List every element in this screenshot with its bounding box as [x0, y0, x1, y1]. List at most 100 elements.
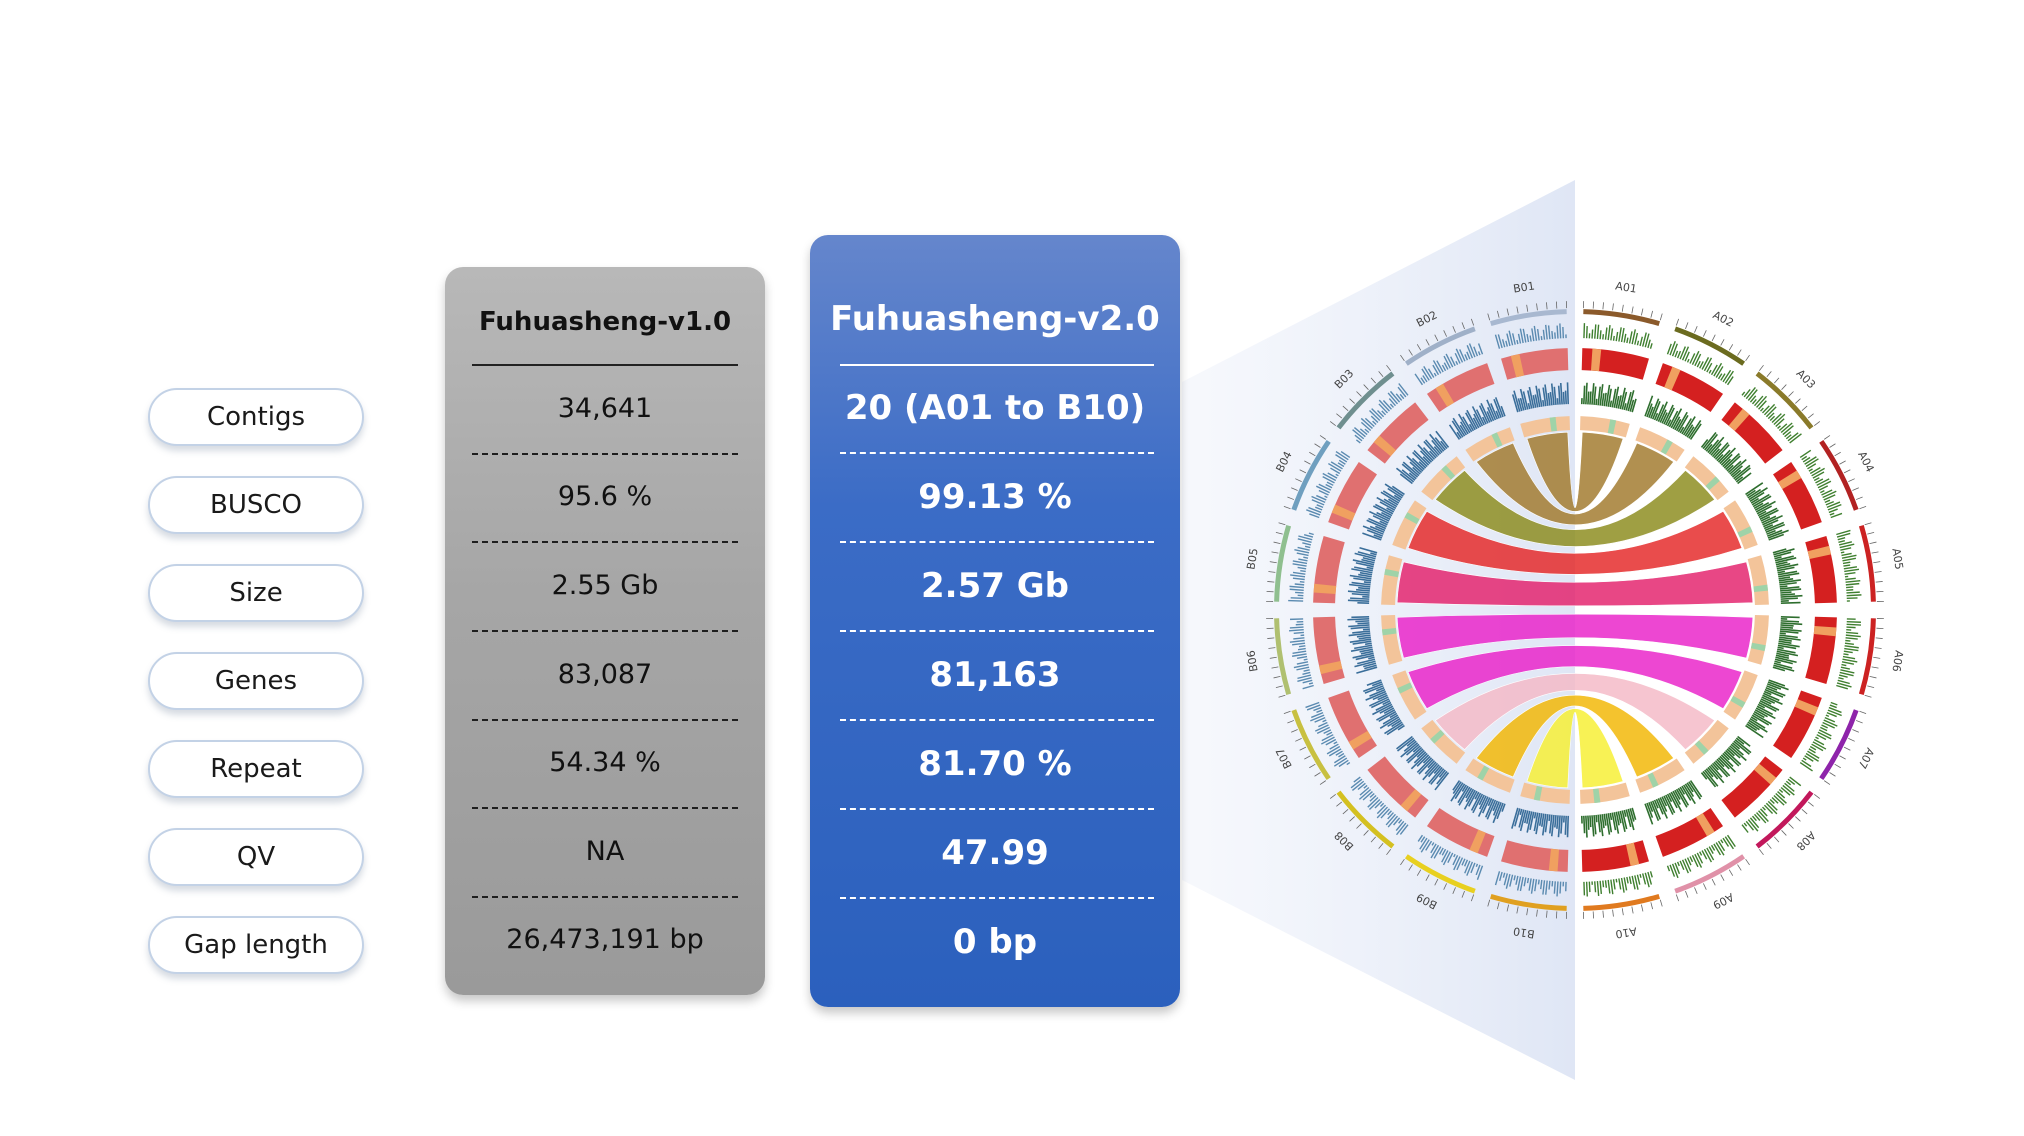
density-bar: [1719, 447, 1736, 465]
density-bar: [1734, 739, 1752, 754]
density-bar: [1763, 524, 1774, 530]
density-bar: [1585, 815, 1588, 838]
chromosome-tick: [1612, 909, 1614, 917]
density-bar: [1493, 398, 1502, 418]
density-bar: [1410, 752, 1428, 770]
label-genes: Genes: [148, 652, 364, 710]
density-bar: [1755, 707, 1776, 720]
outer-density-bar: [1306, 704, 1321, 711]
outer-density-bar: [1708, 369, 1712, 374]
outer-density-bar: [1314, 724, 1329, 732]
density-bar: [1412, 745, 1421, 753]
outer-density-bar: [1753, 395, 1764, 407]
density-bar: [1379, 501, 1396, 511]
outer-density-bar: [1302, 542, 1312, 546]
outer-density-bar: [1747, 389, 1758, 401]
density-bar: [1716, 453, 1724, 462]
outer-density-bar: [1846, 586, 1854, 589]
outer-density-bar: [1311, 499, 1325, 506]
density-bar: [1653, 412, 1659, 421]
karyotype-segment: [1684, 719, 1729, 764]
density-bar: [1462, 416, 1473, 433]
outer-density-bar: [1843, 566, 1858, 570]
outer-density-bar: [1805, 752, 1819, 762]
outer-density-bar: [1706, 847, 1715, 861]
outer-density-bar: [1816, 478, 1830, 486]
density-bar: [1753, 502, 1764, 510]
chromosome-ideogram: [1755, 371, 1814, 430]
v1-repeat-value: 54.34 %: [549, 747, 661, 778]
density-bar: [1354, 644, 1373, 650]
density-bar: [1452, 417, 1466, 437]
outer-density-bar: [1320, 736, 1335, 745]
outer-density-bar: [1817, 480, 1832, 489]
synteny-ribbon: [1407, 510, 1743, 575]
heatmap-band: [1794, 699, 1819, 716]
outer-density-bar: [1602, 334, 1605, 340]
outer-density-bar: [1494, 334, 1501, 349]
density-bar: [1589, 391, 1592, 405]
density-bar: [1702, 770, 1717, 788]
row-divider: [472, 453, 738, 455]
chromosome-label: A08: [1794, 829, 1818, 853]
outer-density-bar: [1773, 413, 1786, 425]
row-divider: [472, 719, 738, 721]
row-divider: [472, 630, 738, 632]
outer-density-bar: [1745, 386, 1756, 400]
density-bar: [1359, 571, 1373, 576]
outer-density-bar: [1388, 398, 1397, 407]
outer-density-bar: [1293, 663, 1309, 669]
density-bar: [1777, 646, 1784, 650]
outer-density-bar: [1338, 752, 1345, 758]
chromosome-tick: [1283, 505, 1291, 510]
chromosome-tick: [1536, 303, 1538, 311]
density-bar: [1748, 487, 1768, 501]
density-bar: [1776, 563, 1799, 570]
density-bar: [1511, 807, 1519, 829]
density-bar: [1422, 447, 1436, 460]
density-bar: [1758, 701, 1777, 713]
density-bar: [1644, 395, 1654, 417]
chromosome-tick: [1443, 330, 1448, 337]
karyotype-segment: [1421, 719, 1466, 764]
chromosome-label: B05: [1244, 547, 1260, 570]
chromosome-tick: [1304, 460, 1311, 465]
heatmap-band: [1469, 829, 1486, 854]
outer-density-bar: [1431, 842, 1435, 846]
density-bar: [1648, 802, 1654, 812]
density-bar: [1376, 709, 1396, 721]
density-bar: [1370, 698, 1390, 709]
density-bar: [1757, 510, 1767, 517]
synteny-ribbon: [1396, 613, 1754, 659]
outer-density-bar: [1526, 877, 1530, 884]
density-bar: [1733, 740, 1750, 755]
density-bar: [1384, 483, 1404, 497]
chromosome-tick: [1425, 874, 1430, 881]
density-bar: [1409, 461, 1423, 474]
outer-density-bar: [1353, 427, 1366, 438]
density-bar: [1653, 799, 1659, 809]
density-bar: [1549, 391, 1553, 406]
chromosome-ideogram: [1404, 326, 1476, 366]
outer-density-bar: [1596, 881, 1600, 896]
outer-density-bar: [1842, 561, 1851, 565]
density-bar: [1540, 813, 1545, 827]
outer-density-bar: [1296, 666, 1310, 671]
chromosome-tick: [1694, 326, 1698, 333]
outer-density-bar: [1308, 506, 1322, 514]
density-bar: [1419, 450, 1433, 463]
density-bar: [1750, 497, 1760, 504]
density-bar: [1357, 551, 1377, 558]
outer-density-bar: [1322, 476, 1335, 484]
outer-density-bar: [1316, 494, 1327, 501]
chromosome-ideogram: [1291, 439, 1331, 511]
density-bar: [1729, 458, 1747, 475]
chromosome-tick: [1650, 310, 1654, 318]
outer-density-bar: [1769, 798, 1775, 805]
density-bar: [1719, 755, 1736, 773]
density-bar: [1387, 717, 1401, 728]
v1-qv-value: NA: [585, 836, 625, 867]
assembly-card-v1: Fuhuasheng-v1.0 34,641 95.6 % 2.55 Gb 83…: [445, 267, 765, 995]
karyotype-band: [1381, 628, 1397, 636]
outer-density-bar: [1787, 432, 1799, 442]
